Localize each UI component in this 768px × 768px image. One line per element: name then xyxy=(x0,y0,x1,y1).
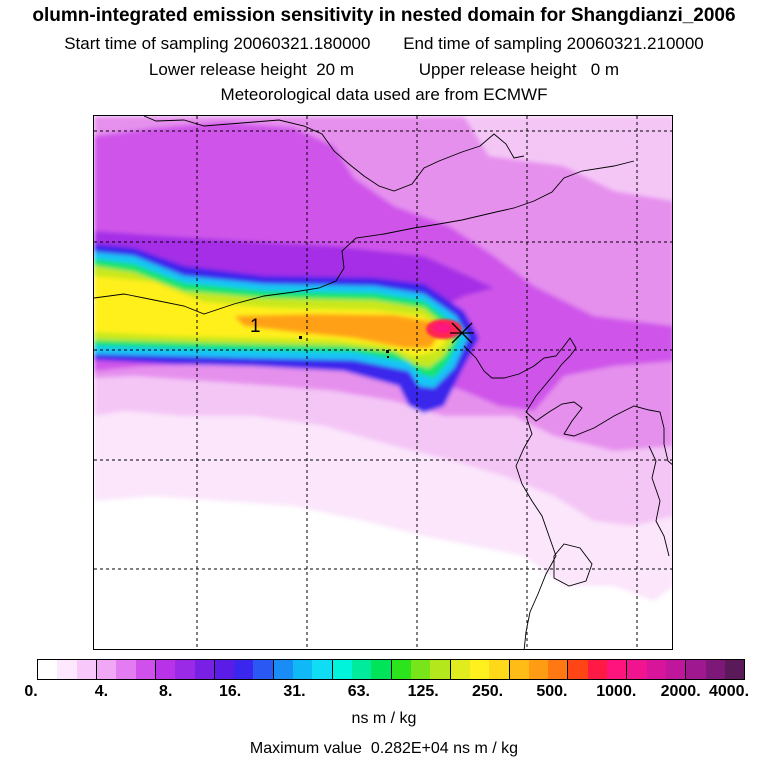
colorbar-swatch xyxy=(548,660,568,679)
colorbar-swatch xyxy=(293,660,313,679)
colorbar-tick-labels: 0. 4. 8. 16. 31. 63. 125. 250. 500. 1000. 2000. 400… xyxy=(0,683,768,705)
city-marker xyxy=(299,336,302,339)
colorbar-swatch xyxy=(175,660,195,679)
colorbar-swatch xyxy=(253,660,273,679)
sensitivity-contour-orange xyxy=(234,314,440,348)
colorbar-tick-label: 0. xyxy=(24,683,38,700)
sampling-time-line: Start time of sampling 20060321.180000 E… xyxy=(0,34,768,54)
colorbar-swatch xyxy=(528,660,549,679)
colorbar-swatch xyxy=(194,660,214,679)
colorbar-swatch xyxy=(352,660,372,679)
border-line xyxy=(553,543,593,587)
colorbar-swatch xyxy=(57,660,77,679)
colorbar-swatch xyxy=(508,660,529,679)
colorbar-swatch xyxy=(449,660,470,679)
colorbar-swatch xyxy=(76,660,96,679)
colorbar-tick-label: 125. xyxy=(407,683,439,700)
colorbar-tick-label: 1000. xyxy=(596,683,637,700)
border-line xyxy=(94,160,635,315)
colorbar-swatch xyxy=(272,660,294,679)
sensitivity-peak-magenta xyxy=(433,323,451,333)
maximum-value-prefix: Maximum value xyxy=(249,740,362,757)
colorbar-swatch xyxy=(489,660,509,679)
colorbar-swatch xyxy=(154,660,176,679)
upper-height-value: 0 m xyxy=(590,60,620,79)
colorbar-tick-label: 250. xyxy=(471,683,504,700)
colorbar-swatch xyxy=(135,660,155,679)
colorbar-swatch xyxy=(38,660,58,679)
start-time-value: 20060321.180000 xyxy=(233,34,371,53)
colorbar-swatch xyxy=(371,660,391,679)
border-line xyxy=(143,116,525,192)
colorbar-swatch xyxy=(626,660,647,679)
maximum-value-number: 0.282E+04 xyxy=(370,740,449,757)
colorbar-swatch xyxy=(666,660,686,679)
lower-height-value: 20 m xyxy=(316,60,354,79)
end-time-value: 20060321.210000 xyxy=(566,34,704,53)
city-marker xyxy=(387,356,389,358)
colorbar-swatch xyxy=(390,660,411,679)
colorbar-unit: ns m / kg xyxy=(351,710,417,727)
colorbar-swatch xyxy=(312,660,332,679)
end-time-label: End time of sampling xyxy=(403,34,562,53)
colorbar xyxy=(37,659,745,680)
colorbar-tick-label: 16. xyxy=(218,683,242,700)
colorbar-tick-label: 31. xyxy=(283,683,306,700)
station-marker-label: 1 xyxy=(250,316,261,337)
colorbar-swatch xyxy=(410,660,431,679)
coastline xyxy=(515,415,557,649)
colorbar-swatch xyxy=(646,660,666,679)
colorbar-tick-label: 4000. xyxy=(708,683,750,700)
lower-height-label: Lower release height xyxy=(148,60,307,79)
colorbar-tick-label: 500. xyxy=(536,683,568,700)
colorbar-swatch xyxy=(685,660,706,679)
maximum-value-label: Maximum value 0.282E+04 ns m / kg xyxy=(0,740,768,758)
start-time-label: Start time of sampling xyxy=(64,34,229,53)
met-data-line: Meteorological data used are from ECMWF xyxy=(220,85,548,104)
city-marker xyxy=(386,350,389,353)
colorbar-swatch xyxy=(567,660,588,679)
colorbar-swatch xyxy=(234,660,254,679)
release-site-marker xyxy=(450,322,474,344)
upper-height-label: Upper release height xyxy=(418,60,577,79)
colorbar-swatch xyxy=(213,660,235,679)
colorbar-swatch xyxy=(724,660,745,679)
sensitivity-map: 1 xyxy=(93,115,673,650)
colorbar-swatch xyxy=(95,660,117,679)
maximum-value-unit: ns m / kg xyxy=(453,740,519,757)
colorbar-tick-label: 4. xyxy=(94,683,109,700)
colorbar-swatch xyxy=(331,660,352,679)
colorbar-swatch xyxy=(430,660,450,679)
release-height-line: Lower release height 20 m Upper release … xyxy=(0,60,768,80)
map-canvas: 1 xyxy=(94,116,672,649)
colorbar-tick-label: 8. xyxy=(159,683,173,700)
colorbar-tick-label: 63. xyxy=(347,683,370,700)
coastline xyxy=(463,337,672,465)
border-line xyxy=(648,445,670,557)
colorbar-swatch xyxy=(469,660,490,679)
colorbar-swatch xyxy=(587,660,608,679)
colorbar-tick-label: 2000. xyxy=(660,683,701,700)
colorbar-swatch xyxy=(607,660,627,679)
map-title: olumn-integrated emission sensitivity in… xyxy=(32,5,736,26)
colorbar-swatch xyxy=(116,660,136,679)
colorbar-swatch xyxy=(705,660,725,679)
